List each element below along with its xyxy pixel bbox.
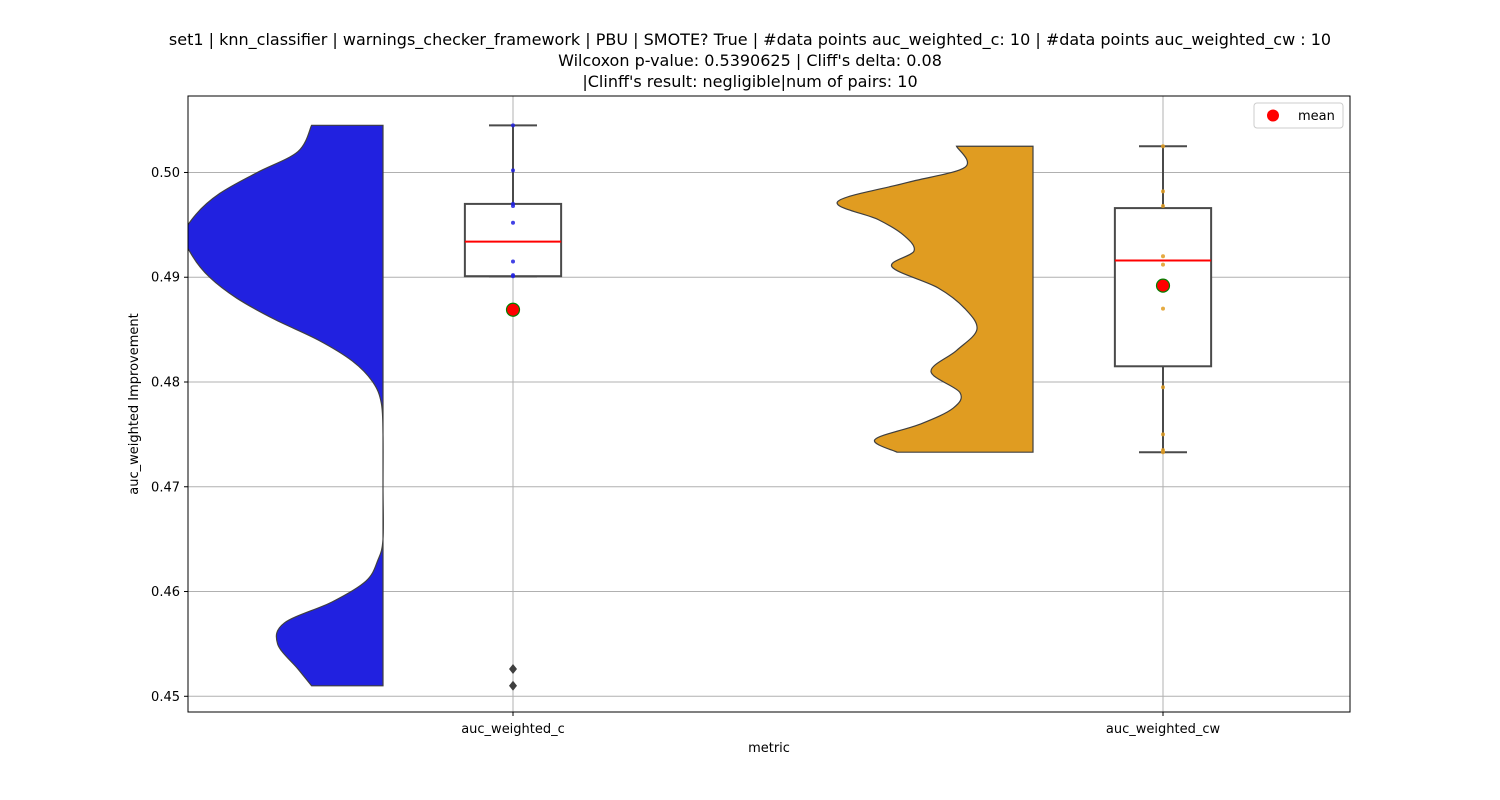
y-tick-label: 0.48 — [151, 376, 180, 391]
data-point — [1161, 432, 1165, 437]
data-point — [1161, 450, 1165, 455]
chart-title-line-1: set1 | knn_classifier | warnings_checker… — [168, 30, 1332, 49]
legend-mean-marker — [1267, 109, 1279, 122]
legend-box — [1253, 102, 1344, 129]
legend-label-mean: mean — [1298, 109, 1335, 124]
x-tick-label: auc_weighted_cw — [1106, 722, 1221, 737]
data-point — [511, 168, 515, 173]
data-point — [1161, 385, 1165, 390]
data-point — [1161, 254, 1165, 259]
data-point — [511, 123, 515, 128]
y-tick-label: 0.45 — [151, 690, 180, 705]
mean-marker — [505, 302, 521, 317]
chart-title-line-2: Wilcoxon p-value: 0.5390625 | Cliff's de… — [558, 51, 942, 70]
violin-auc_weighted_cw — [836, 145, 1034, 453]
box-auc_weighted_c — [463, 202, 563, 278]
x-tick-label: auc_weighted_c — [461, 722, 565, 737]
outlier-marker — [509, 664, 517, 675]
mean-marker — [1155, 278, 1171, 293]
violin-auc_weighted_c — [188, 124, 384, 687]
data-point — [511, 220, 515, 225]
plot-frame — [187, 95, 1351, 713]
y-tick-label: 0.46 — [151, 585, 180, 600]
y-tick-label: 0.47 — [151, 480, 180, 495]
data-point — [1161, 306, 1165, 311]
y-axis-label: auc_weighted Improvement — [127, 313, 142, 495]
data-point — [1161, 144, 1165, 149]
x-axis-label: metric — [748, 741, 790, 756]
y-tick-label: 0.50 — [151, 166, 180, 181]
data-point — [511, 204, 515, 208]
outlier-marker — [509, 680, 517, 691]
y-tick-label: 0.49 — [151, 271, 180, 286]
data-point — [1161, 262, 1165, 267]
data-point — [511, 259, 515, 264]
data-point — [1161, 204, 1165, 208]
chart-title-line-3: |Clinff's result: negligible|num of pair… — [582, 72, 918, 91]
data-point — [511, 274, 515, 279]
data-point — [1161, 189, 1165, 194]
